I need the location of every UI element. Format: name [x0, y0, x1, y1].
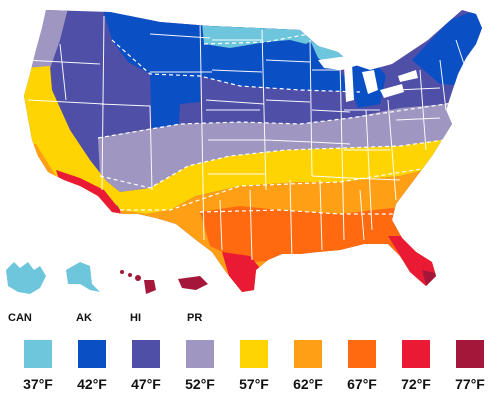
- puerto-rico-inset-shape: [178, 276, 208, 290]
- legend-swatch-52f: [186, 340, 214, 368]
- legend-swatch-67f: [348, 340, 376, 368]
- legend-label-67f: 67°F: [347, 376, 377, 392]
- legend-label-57f: 57°F: [239, 376, 269, 392]
- legend-label-62f: 62°F: [293, 376, 323, 392]
- legend-label-52f: 52°F: [185, 376, 215, 392]
- legend-item-52f: 52°F: [173, 340, 227, 392]
- legend-item-62f: 62°F: [281, 340, 335, 392]
- legend-item-77f: 77°F: [443, 340, 497, 392]
- legend-swatch-77f: [456, 340, 484, 368]
- legend-item-37f: 37°F: [11, 340, 65, 392]
- legend-label-77f: 77°F: [455, 376, 485, 392]
- us-temperature-map: [6, 10, 482, 294]
- legend-item-67f: 67°F: [335, 340, 389, 392]
- zone-77f-south-florida: [422, 270, 442, 292]
- hawaii-inset-shape: [120, 270, 156, 294]
- territory-label-pr: PR: [187, 312, 203, 324]
- legend-label-42f: 42°F: [77, 376, 107, 392]
- legend-label-72f: 72°F: [401, 376, 431, 392]
- legend-label-37f: 37°F: [23, 376, 53, 392]
- legend-swatch-47f: [132, 340, 160, 368]
- zone-42f-colorado: [150, 70, 200, 140]
- legend-swatch-72f: [402, 340, 430, 368]
- legend-label-47f: 47°F: [131, 376, 161, 392]
- state-borders: [24, 15, 467, 261]
- territory-label-ak: AK: [76, 312, 92, 324]
- territory-label-can: CAN: [8, 312, 32, 324]
- alaska-inset-shape: [66, 262, 100, 292]
- zone-72f-south-texas: [222, 252, 260, 292]
- legend-item-47f: 47°F: [119, 340, 173, 392]
- legend-item-57f: 57°F: [227, 340, 281, 392]
- legend-swatch-42f: [78, 340, 106, 368]
- canada-inset-shape: [6, 262, 46, 294]
- zone-72f-florida: [388, 236, 440, 290]
- legend-swatch-37f: [24, 340, 52, 368]
- zone-57f-band: [100, 132, 482, 214]
- great-lakes: [318, 56, 418, 102]
- legend-swatch-57f: [240, 340, 268, 368]
- territory-label-hi: HI: [130, 312, 141, 324]
- legend-item-72f: 72°F: [389, 340, 443, 392]
- legend-item-42f: 42°F: [65, 340, 119, 392]
- legend-swatch-62f: [294, 340, 322, 368]
- temperature-legend: 37°F 42°F 47°F 52°F 57°F 62°F 67°F 72°F …: [0, 340, 504, 400]
